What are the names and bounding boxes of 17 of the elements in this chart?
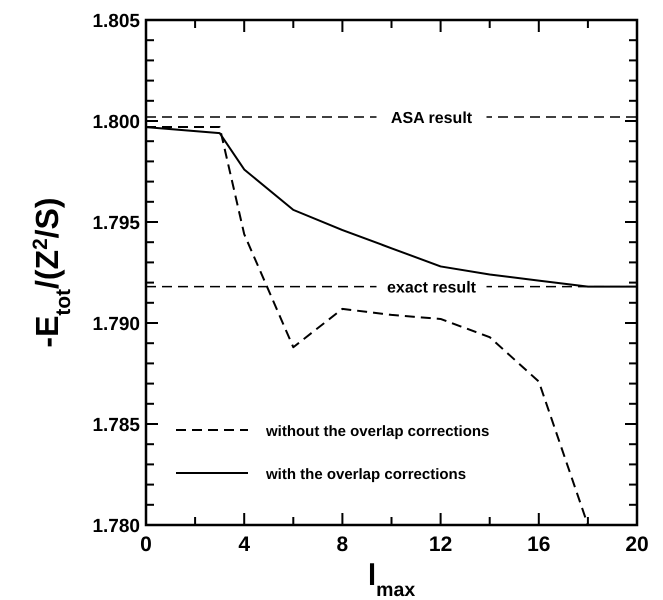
x-tick-label: 20: [625, 533, 649, 556]
y-tick-label: 1.790: [92, 314, 140, 335]
x-tick-label: 16: [527, 533, 550, 556]
x-tick-label: 12: [428, 533, 452, 556]
x-tick-label: 8: [336, 533, 349, 556]
x-tick-label: 4: [238, 533, 250, 556]
y-tick-label: 1.795: [92, 213, 140, 234]
legend-label: without the overlap corrections: [265, 423, 490, 440]
x-axis-title: l$_{max}$: [368, 559, 416, 600]
y-tick-label: 1.785: [92, 415, 140, 436]
legend-label: with the overlap corrections: [265, 466, 466, 483]
x-tick-label: 0: [140, 533, 152, 556]
y-tick-label: 1.805: [92, 11, 140, 32]
ref-line-label: exact result: [387, 280, 477, 297]
y-tick-label: 1.780: [92, 516, 140, 537]
y-tick-label: 1.800: [92, 112, 140, 133]
ref-line-label: ASA result: [390, 110, 473, 127]
